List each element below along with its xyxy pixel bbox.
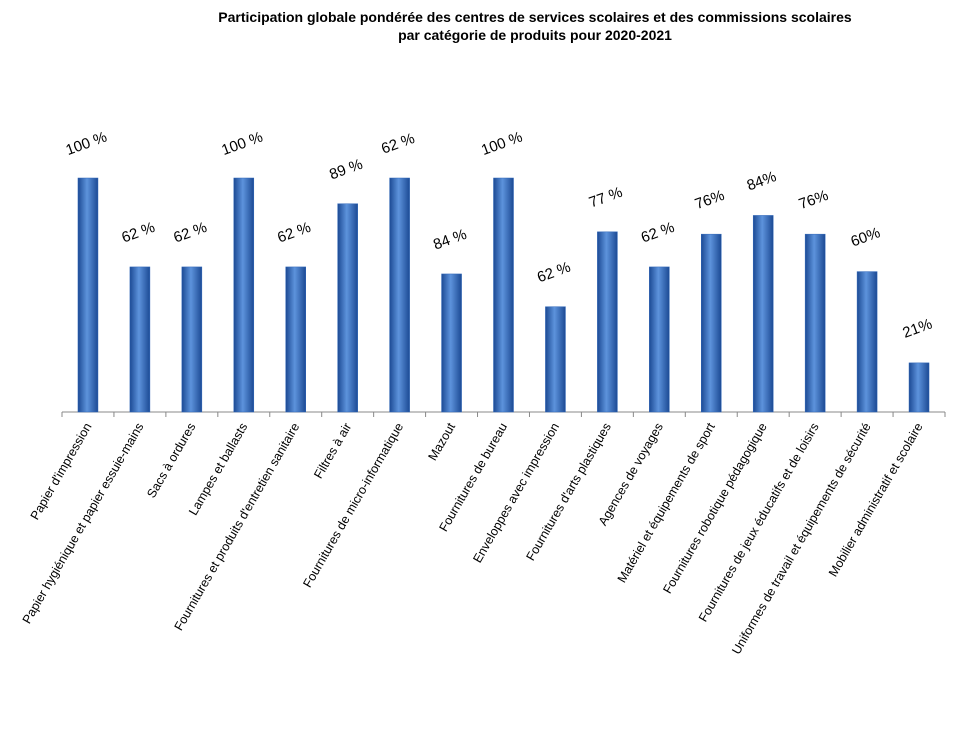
chart-title: par catégorie de produits pour 2020-2021 — [398, 27, 672, 43]
chart-title: Participation globale pondérée des centr… — [218, 9, 852, 25]
bar — [285, 266, 306, 413]
bar — [701, 233, 722, 413]
data-label: 77 % — [587, 184, 625, 212]
bar — [597, 231, 618, 413]
x-tick-label: Papier hygiénique et papier essuie-mains — [20, 421, 147, 627]
x-tick-label: Mazout — [426, 420, 459, 463]
data-label: 76% — [797, 187, 831, 213]
data-label: 62 % — [275, 219, 313, 247]
x-tick-label: Matériel et équipements de sport — [615, 420, 718, 585]
bar — [752, 215, 774, 413]
x-tick-label: Sacs à ordures — [144, 421, 198, 501]
data-label: 62 % — [171, 219, 209, 247]
data-label: 100 % — [64, 129, 110, 160]
bar — [77, 177, 99, 413]
data-label: 89 % — [327, 156, 365, 184]
bar — [856, 271, 878, 413]
bar — [389, 177, 410, 413]
bar — [804, 233, 826, 413]
x-tick-label: Lampes et ballasts — [186, 421, 250, 518]
data-label: 100 % — [219, 129, 265, 160]
x-tick-label: Filtres à air — [311, 421, 354, 482]
data-label: 100 % — [479, 129, 525, 160]
x-tick-label: Mobilier administratif et scolaire — [826, 420, 926, 579]
data-label: 76% — [693, 187, 727, 213]
data-label: 62 % — [379, 130, 417, 158]
x-tick-label: Fournitures et produits d'entretien sani… — [172, 420, 303, 632]
x-tick-label: Fournitures robotique pédagogique — [660, 420, 769, 596]
bar — [233, 177, 255, 413]
bar — [493, 177, 514, 413]
data-label: 84% — [745, 168, 779, 194]
data-label: 84 % — [431, 226, 469, 254]
bar — [129, 266, 151, 413]
x-tick-label: Fournitures de micro-informatique — [300, 420, 406, 589]
data-label: 62 % — [535, 259, 573, 287]
bar — [181, 266, 203, 413]
bar — [337, 203, 358, 413]
bar — [545, 306, 566, 413]
bar — [908, 362, 930, 413]
bar — [441, 273, 462, 413]
bar — [649, 266, 670, 413]
data-label: 62 % — [639, 219, 677, 247]
data-label: 62 % — [119, 219, 157, 247]
data-label: 21% — [900, 316, 934, 342]
data-label: 60% — [849, 224, 883, 250]
x-tick-label: Enveloppes avec impression — [470, 420, 562, 565]
